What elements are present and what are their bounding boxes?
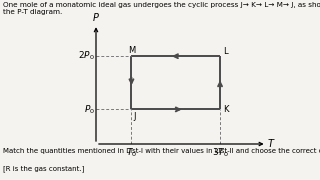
Text: K: K	[223, 105, 228, 114]
Text: L: L	[223, 47, 228, 56]
Text: P: P	[93, 13, 99, 23]
Text: M: M	[128, 46, 135, 55]
Text: One mole of a monatomic ideal gas undergoes the cyclic process J→ K→ L→ M→ J, as: One mole of a monatomic ideal gas underg…	[3, 2, 320, 15]
Text: T: T	[268, 139, 274, 149]
Text: $T_0$: $T_0$	[126, 146, 137, 159]
Text: $P_0$: $P_0$	[84, 103, 95, 116]
Text: J: J	[134, 112, 136, 121]
Text: Match the quantities mentioned in List-I with their values in List-II and choose: Match the quantities mentioned in List-I…	[3, 148, 320, 154]
Text: [R is the gas constant.]: [R is the gas constant.]	[3, 166, 84, 172]
Text: $3T_0$: $3T_0$	[212, 146, 228, 159]
Text: $2P_0$: $2P_0$	[78, 50, 95, 62]
